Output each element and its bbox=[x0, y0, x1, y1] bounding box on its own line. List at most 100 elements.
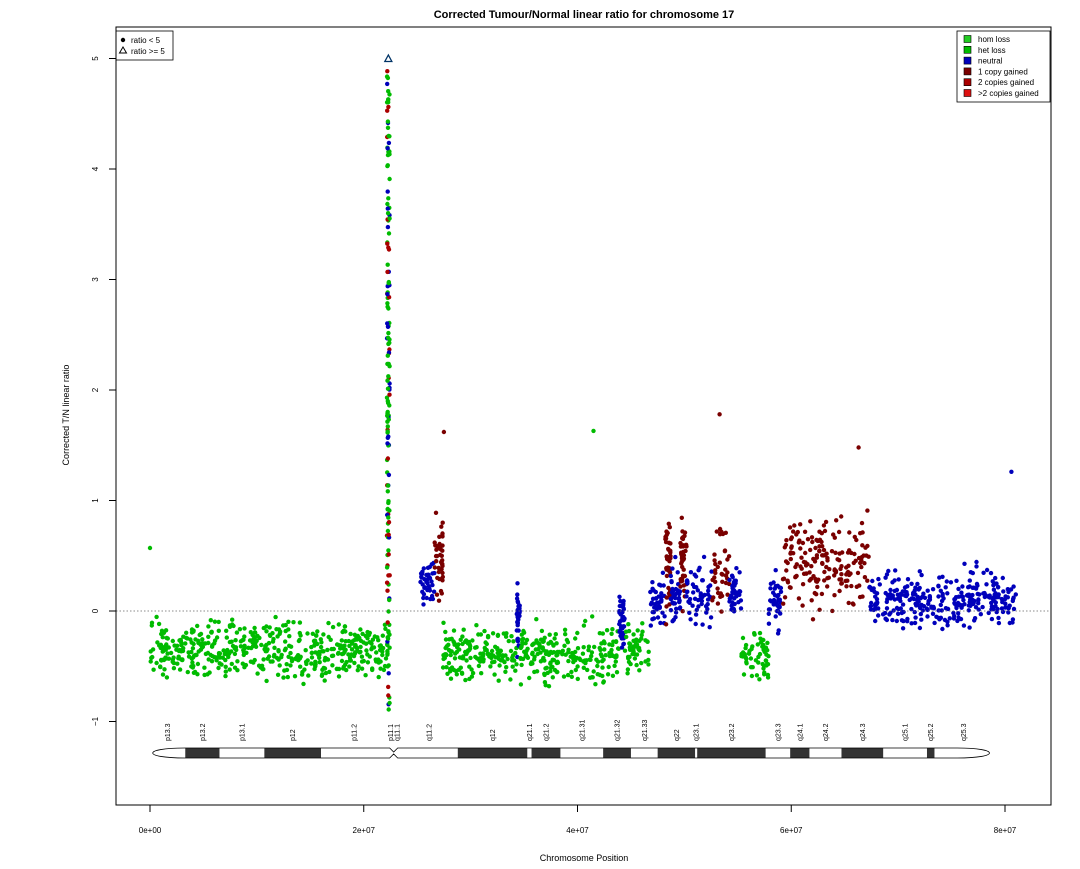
data-point bbox=[668, 553, 673, 559]
data-point bbox=[366, 632, 372, 638]
data-point bbox=[788, 536, 794, 542]
data-point bbox=[249, 645, 254, 651]
data-point bbox=[612, 663, 617, 668]
data-point bbox=[158, 664, 163, 669]
data-point bbox=[309, 655, 315, 660]
data-point bbox=[836, 529, 842, 535]
data-point bbox=[434, 559, 439, 564]
band-label: q11.1 bbox=[394, 724, 401, 741]
data-point bbox=[179, 642, 184, 648]
data-point bbox=[563, 632, 568, 637]
data-point bbox=[197, 632, 202, 638]
data-point bbox=[436, 598, 442, 603]
data-point bbox=[757, 677, 762, 682]
data-point bbox=[675, 570, 680, 575]
data-point bbox=[765, 640, 770, 646]
data-point bbox=[234, 630, 240, 635]
data-point bbox=[768, 586, 773, 591]
data-point bbox=[551, 643, 556, 648]
data-point bbox=[660, 570, 666, 575]
data-point bbox=[912, 609, 917, 615]
data-point bbox=[900, 602, 906, 607]
data-point bbox=[156, 621, 162, 627]
data-point bbox=[631, 632, 636, 637]
data-point bbox=[961, 597, 966, 603]
data-point bbox=[571, 656, 576, 662]
chromosome-ideogram: p13.3 p13.2 p13.1 p12 p11.2 p11.1 q11.1 q11.2 q1… bbox=[152, 719, 990, 759]
data-point bbox=[696, 597, 701, 603]
ideogram-band-q24.3 bbox=[841, 748, 884, 758]
data-point bbox=[575, 646, 581, 651]
data-point bbox=[666, 568, 671, 573]
data-point bbox=[214, 658, 219, 663]
segment-points-neutral bbox=[668, 554, 683, 624]
data-point bbox=[247, 638, 253, 643]
data-point bbox=[320, 672, 325, 677]
data-point bbox=[599, 641, 604, 646]
data-point bbox=[275, 672, 281, 677]
data-point bbox=[348, 658, 353, 663]
data-point bbox=[385, 456, 391, 461]
data-point bbox=[183, 641, 188, 646]
data-point bbox=[160, 672, 166, 677]
data-point bbox=[656, 594, 661, 599]
segment-points-1-copy-gained bbox=[663, 521, 673, 627]
data-point bbox=[427, 586, 432, 591]
data-point bbox=[497, 663, 502, 668]
data-point bbox=[385, 269, 390, 275]
data-point bbox=[209, 659, 215, 664]
data-point bbox=[755, 642, 760, 647]
data-point bbox=[562, 643, 567, 648]
data-point bbox=[904, 592, 910, 597]
data-point bbox=[939, 608, 944, 613]
data-point bbox=[448, 676, 454, 681]
data-point bbox=[387, 92, 392, 97]
data-point bbox=[382, 663, 388, 669]
data-point bbox=[241, 647, 246, 653]
data-point bbox=[324, 656, 330, 662]
data-point bbox=[788, 551, 793, 556]
data-point bbox=[761, 666, 766, 671]
data-point bbox=[687, 610, 692, 615]
data-point bbox=[384, 395, 390, 400]
data-point bbox=[385, 386, 391, 391]
data-point bbox=[276, 649, 281, 654]
data-point bbox=[776, 597, 781, 603]
data-point bbox=[782, 595, 788, 600]
data-point bbox=[832, 573, 837, 578]
data-point bbox=[913, 615, 918, 620]
data-point bbox=[578, 657, 583, 663]
data-point bbox=[658, 620, 663, 626]
data-point bbox=[338, 645, 343, 651]
data-point bbox=[851, 602, 856, 607]
data-point bbox=[174, 647, 179, 652]
data-point bbox=[697, 565, 702, 570]
data-point bbox=[606, 664, 611, 670]
data-point bbox=[956, 594, 961, 599]
shape-legend-box bbox=[115, 30, 174, 61]
data-point bbox=[796, 540, 801, 545]
data-point bbox=[314, 633, 319, 638]
data-point bbox=[429, 562, 434, 567]
data-point bbox=[821, 523, 827, 528]
data-point bbox=[229, 661, 234, 667]
data-point bbox=[693, 621, 698, 627]
data-point bbox=[386, 140, 392, 146]
data-point bbox=[734, 590, 739, 595]
data-point bbox=[619, 645, 625, 650]
data-point bbox=[367, 654, 372, 659]
data-point bbox=[170, 638, 175, 644]
data-point bbox=[356, 664, 361, 669]
data-point bbox=[621, 641, 626, 646]
data-point bbox=[323, 670, 329, 676]
data-point bbox=[459, 655, 465, 661]
data-point bbox=[487, 654, 492, 659]
data-point bbox=[255, 671, 260, 676]
data-point bbox=[425, 577, 430, 582]
data-point bbox=[230, 643, 236, 649]
data-point bbox=[706, 588, 711, 593]
data-point bbox=[1011, 584, 1016, 589]
data-point bbox=[632, 651, 637, 657]
data-point bbox=[678, 540, 683, 546]
data-point bbox=[581, 665, 586, 670]
